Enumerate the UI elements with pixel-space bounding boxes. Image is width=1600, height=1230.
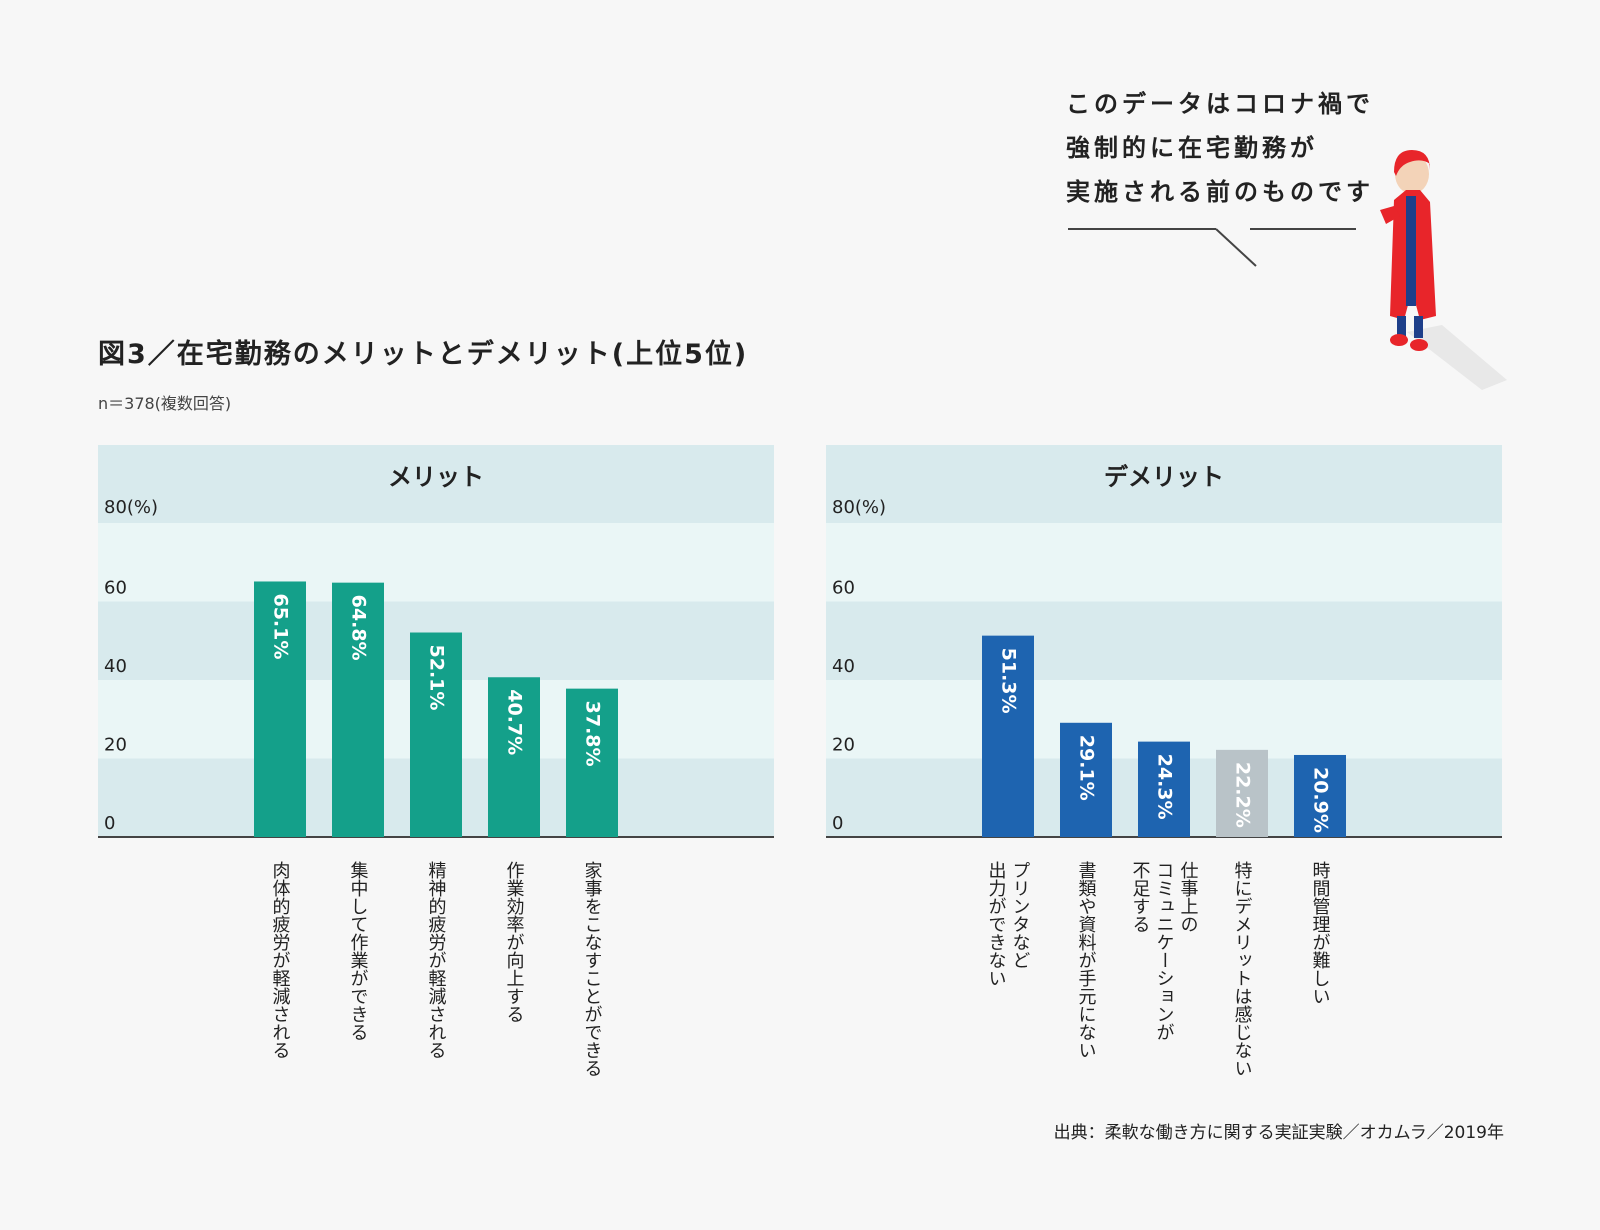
y-tick-label: 60 xyxy=(832,578,855,599)
speech-line: 実施される前のものです xyxy=(1066,178,1374,206)
y-tick-label: 20 xyxy=(832,735,855,756)
bar-value-label: 37.8% xyxy=(582,701,604,767)
bar-value-label: 20.9% xyxy=(1310,767,1332,833)
category-label: コミュニケーションが xyxy=(1154,861,1175,1041)
category-label: 集中して作業ができる xyxy=(348,861,369,1041)
bar-value-label: 22.2% xyxy=(1232,762,1254,828)
bar xyxy=(332,582,384,837)
y-tick-label: 40 xyxy=(104,656,127,677)
category-label: 時間管理が難しい xyxy=(1310,861,1331,1005)
category-label: 書類や資料が手元にない xyxy=(1076,861,1097,1059)
category-label: 特にデメリットは感じない xyxy=(1232,861,1253,1077)
bar-value-label: 52.1% xyxy=(426,645,448,711)
y-axis-max-label: 80(%) xyxy=(104,497,158,518)
bar xyxy=(1060,722,1112,837)
y-axis-max-label: 80(%) xyxy=(832,497,886,518)
speech-bubble-pointer xyxy=(1068,228,1356,267)
speech-line: このデータはコロナ禍で xyxy=(1066,90,1374,118)
gridline-band xyxy=(826,523,1502,602)
source-citation: 出典：柔軟な働き方に関する実証実験／オカムラ／2019年 xyxy=(1053,1123,1504,1143)
sample-size-note: n＝378(複数回答) xyxy=(98,394,232,413)
category-label: 家事をこなすことができる xyxy=(582,861,603,1077)
bar xyxy=(566,688,618,837)
chart-title: メリット xyxy=(388,463,484,491)
category-label: 仕事上の xyxy=(1178,861,1199,933)
y-tick-label: 40 xyxy=(832,656,855,677)
category-label: プリンタなど xyxy=(1010,861,1031,969)
bar xyxy=(982,635,1034,837)
chart-header-band xyxy=(826,445,1502,523)
category-label: 精神的疲労が軽減される xyxy=(426,861,447,1059)
bar-value-label: 51.3% xyxy=(998,648,1020,714)
bar xyxy=(1294,754,1346,837)
y-tick-label: 0 xyxy=(104,813,115,834)
bar-value-label: 64.8% xyxy=(348,595,370,661)
bar xyxy=(410,632,462,837)
demerit-chart-panel: デメリット 80(%) 60 40 20 0 51.3% プリンタなど 出力ができない 29.1%… xyxy=(826,445,1502,1145)
bar xyxy=(254,581,306,837)
person-illustration xyxy=(1380,150,1507,390)
merit-chart-panel: メリット 80(%) 60 40 20 0 65.1% 肉体的疲労が軽減される 64.8% 集中し… xyxy=(98,445,774,1145)
bar xyxy=(1216,749,1268,837)
category-label: 不足する xyxy=(1130,861,1151,933)
bar-value-label: 29.1% xyxy=(1076,735,1098,801)
bar-value-label: 24.3% xyxy=(1154,754,1176,820)
gridline-band xyxy=(98,523,774,602)
y-tick-label: 60 xyxy=(104,578,127,599)
chart-header-band xyxy=(98,445,774,523)
y-tick-label: 20 xyxy=(104,735,127,756)
bar-value-label: 40.7% xyxy=(504,689,526,755)
category-label: 作業効率が向上する xyxy=(504,861,525,1023)
gridline-band xyxy=(826,601,1502,680)
bar xyxy=(1138,741,1190,837)
speech-line: 強制的に在宅勤務が xyxy=(1066,134,1318,162)
bar xyxy=(488,677,540,837)
chart-title: デメリット xyxy=(1104,463,1224,491)
figure-title: 図3／在宅勤務のメリットとデメリット(上位5位) xyxy=(98,339,749,370)
merit-chart: メリット 80(%) 60 40 20 0 65.1% 肉体的疲労が軽減される 64.8% 集中し… xyxy=(98,445,774,1077)
speech-bubble-text: このデータはコロナ禍で 強制的に在宅勤務が 実施される前のものです xyxy=(1066,82,1374,214)
bar-value-label: 65.1% xyxy=(270,593,292,659)
category-label: 出力ができない xyxy=(986,861,1007,987)
y-tick-label: 0 xyxy=(832,813,843,834)
category-label: 肉体的疲労が軽減される xyxy=(270,861,291,1059)
